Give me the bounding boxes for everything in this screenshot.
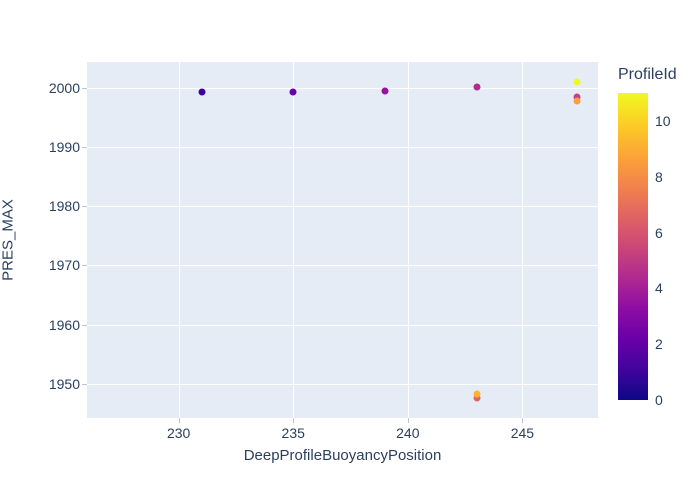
y-tick-mark [82, 206, 87, 208]
x-gridline [407, 62, 409, 418]
x-tick-label: 240 [396, 425, 420, 441]
colorbar-title: ProfileId [618, 66, 677, 83]
y-tick-mark [82, 383, 87, 385]
y-gridline [87, 324, 598, 326]
x-axis-title: DeepProfileBuoyancyPosition [243, 447, 442, 464]
y-tick-label: 1960 [48, 316, 80, 333]
data-point[interactable] [198, 88, 206, 96]
plot-area[interactable] [87, 62, 598, 418]
data-point[interactable] [381, 87, 389, 95]
x-tick-mark [407, 418, 409, 423]
data-point[interactable] [473, 390, 481, 398]
data-point[interactable] [573, 97, 581, 105]
colorbar-tick-label: 10 [655, 112, 671, 129]
data-point[interactable] [473, 394, 481, 402]
x-tick-label: 230 [166, 425, 191, 441]
colorbar-tick-label: 6 [655, 224, 663, 241]
colorbar-tick-label: 2 [655, 336, 663, 353]
colorbar-tick-label: 8 [655, 168, 663, 185]
y-gridline [87, 147, 598, 149]
colorbar-tick-label: 4 [655, 280, 663, 297]
y-tick-label: 1980 [48, 198, 80, 215]
x-tick-mark [293, 418, 295, 423]
y-gridline [87, 383, 598, 385]
colorbar-tick-label: 0 [655, 392, 663, 408]
y-tick-mark [82, 147, 87, 149]
colorbar-gradient [618, 93, 648, 400]
y-tick-label: 1950 [48, 375, 80, 392]
y-tick-label: 1970 [48, 257, 80, 274]
x-tick-mark [522, 418, 524, 423]
y-gridline [87, 206, 598, 208]
y-tick-mark [82, 265, 87, 267]
data-point[interactable] [289, 88, 297, 96]
y-tick-label: 2000 [48, 80, 80, 97]
data-point[interactable] [473, 83, 481, 91]
y-tick-label: 1990 [48, 139, 80, 156]
data-point[interactable] [573, 78, 581, 86]
x-gridline [522, 62, 524, 418]
y-gridline [87, 265, 598, 267]
data-point[interactable] [573, 93, 581, 101]
y-tick-mark [82, 324, 87, 326]
y-tick-mark [82, 88, 87, 90]
y-gridline [87, 88, 598, 90]
x-tick-label: 235 [281, 425, 305, 441]
x-gridline [178, 62, 180, 418]
x-gridline [293, 62, 295, 418]
x-tick-label: 245 [510, 425, 535, 441]
x-tick-mark [178, 418, 180, 423]
y-axis-title: PRES_MAX [0, 199, 17, 281]
